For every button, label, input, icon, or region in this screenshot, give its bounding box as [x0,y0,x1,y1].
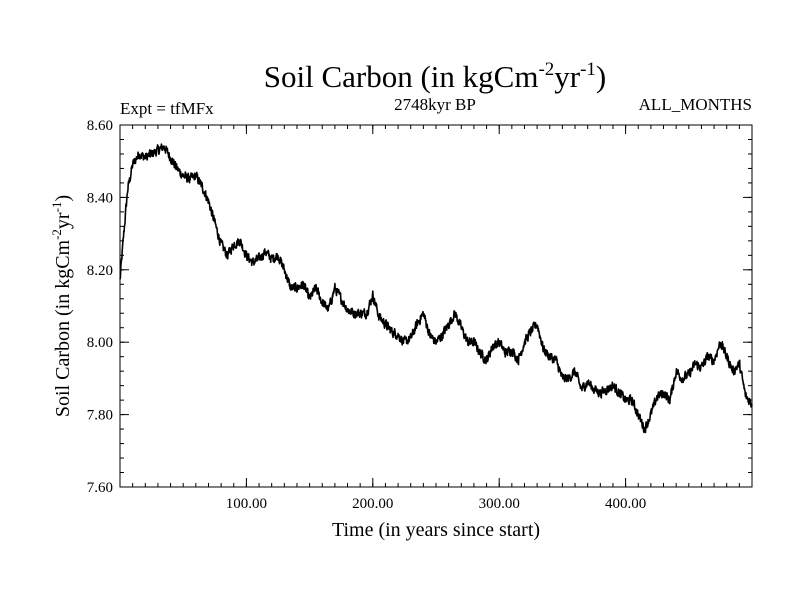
y-tick-label: 8.60 [87,118,113,134]
y-tick-label: 7.60 [87,480,113,496]
y-tick-label: 8.40 [87,190,113,206]
y-tick-label: 8.00 [87,335,113,351]
plot-frame [119,124,753,488]
period-label: 2748kyr BP [394,95,476,114]
y-tick-labels: 7.60 7.80 8.00 8.20 8.40 8.60 [87,118,113,496]
series-line-soil-carbon [119,143,753,434]
x-tick-label: 200.00 [352,496,393,512]
y-tick-label: 8.20 [87,263,113,279]
experiment-label: Expt = tfMFx [120,99,214,118]
x-axis-title: Time (in years since start) [332,519,540,541]
y-tick-label: 7.80 [87,408,113,424]
x-tick-label: 100.00 [226,496,267,512]
x-tick-labels: 100.00 200.00 300.00 400.00 [226,496,646,512]
x-tick-label: 300.00 [479,496,520,512]
axis-ticks [120,124,752,488]
y-axis-title: Soil Carbon (in kgCm-2yr-1) [49,195,74,417]
months-label: ALL_MONTHS [639,95,752,114]
chart-title: Soil Carbon (in kgCm-2yr-1) [264,59,607,94]
x-tick-label: 400.00 [605,496,646,512]
